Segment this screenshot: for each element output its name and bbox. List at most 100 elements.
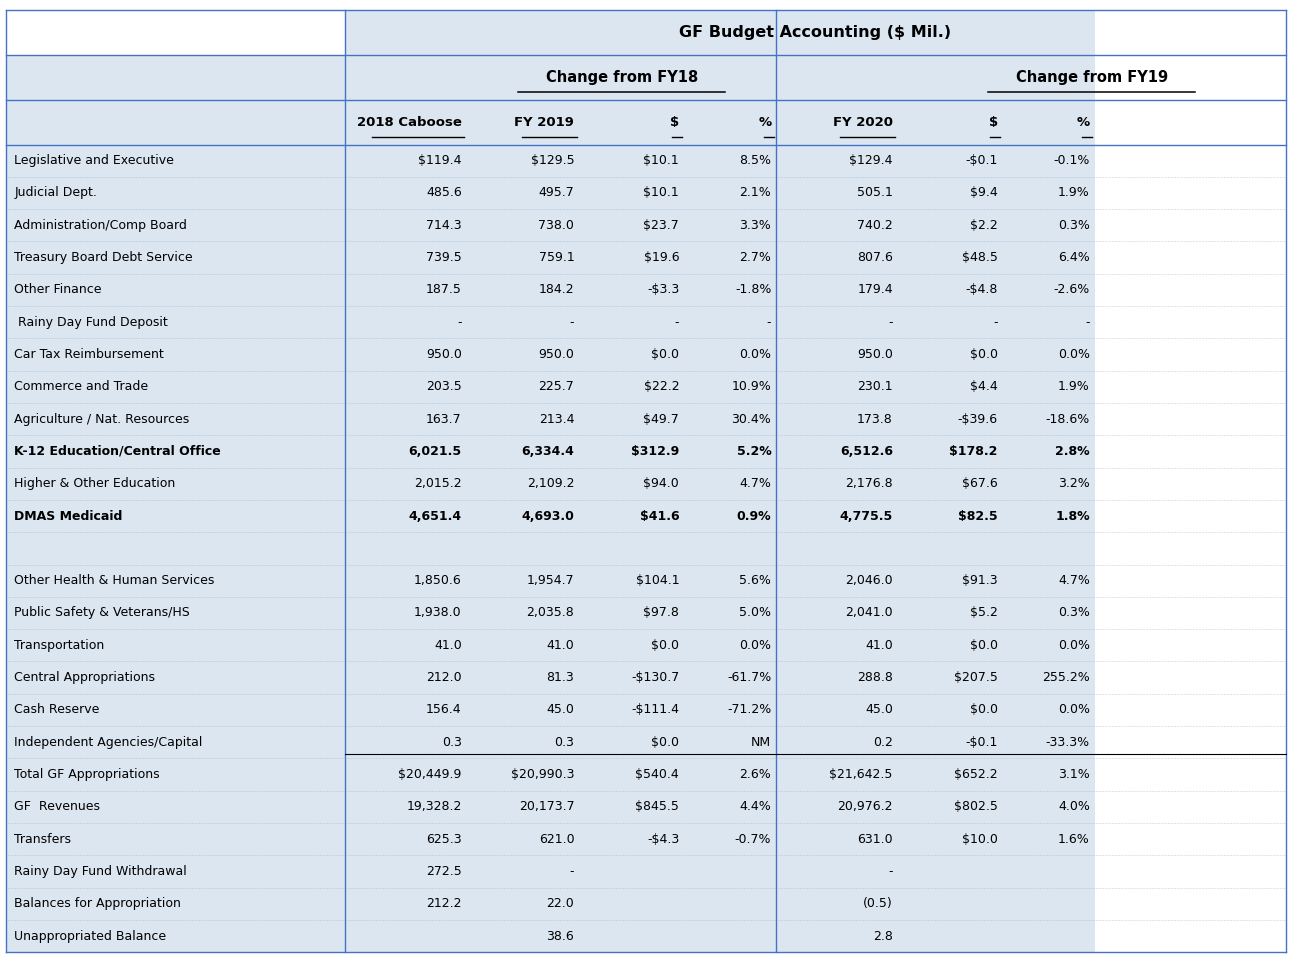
Bar xyxy=(685,920,776,952)
Bar xyxy=(776,10,898,55)
Bar xyxy=(898,210,1003,241)
Text: 213.4: 213.4 xyxy=(539,412,575,426)
Text: $9.4: $9.4 xyxy=(970,187,997,199)
Bar xyxy=(580,370,685,403)
Bar xyxy=(776,177,898,210)
Text: $540.4: $540.4 xyxy=(636,768,680,781)
Bar xyxy=(1003,55,1094,100)
Text: 807.6: 807.6 xyxy=(857,251,893,264)
Text: 10.9%: 10.9% xyxy=(731,380,771,393)
Bar xyxy=(685,100,776,145)
Bar xyxy=(345,177,466,210)
Bar xyxy=(580,856,685,887)
Bar xyxy=(345,500,466,532)
Text: $91.3: $91.3 xyxy=(963,574,997,588)
Text: 2,046.0: 2,046.0 xyxy=(845,574,893,588)
Text: -$4.3: -$4.3 xyxy=(647,833,680,846)
Text: 1,938.0: 1,938.0 xyxy=(415,607,461,619)
Bar xyxy=(345,726,466,758)
Text: FY 2020: FY 2020 xyxy=(833,116,893,128)
Bar xyxy=(898,177,1003,210)
Bar xyxy=(1003,468,1094,500)
Bar xyxy=(466,565,580,597)
Text: NM: NM xyxy=(751,736,771,748)
Text: 4,775.5: 4,775.5 xyxy=(840,509,893,523)
Bar xyxy=(466,241,580,274)
Text: %: % xyxy=(1076,116,1089,128)
Text: 738.0: 738.0 xyxy=(539,219,575,232)
Bar xyxy=(685,661,776,694)
Bar xyxy=(1003,661,1094,694)
Bar xyxy=(466,823,580,856)
Bar xyxy=(776,694,898,726)
Bar xyxy=(776,920,898,952)
Bar xyxy=(345,468,466,500)
Bar xyxy=(466,435,580,468)
Bar xyxy=(898,339,1003,370)
Text: $0.0: $0.0 xyxy=(651,638,680,652)
Text: 41.0: 41.0 xyxy=(866,638,893,652)
Text: $845.5: $845.5 xyxy=(636,800,680,813)
Bar xyxy=(580,823,685,856)
Bar xyxy=(6,241,345,274)
Text: 6,512.6: 6,512.6 xyxy=(840,445,893,458)
Text: -1.8%: -1.8% xyxy=(735,283,771,297)
Text: 2,035.8: 2,035.8 xyxy=(527,607,575,619)
Bar xyxy=(898,726,1003,758)
Bar xyxy=(1003,274,1094,306)
Bar xyxy=(580,100,685,145)
Text: $652.2: $652.2 xyxy=(953,768,997,781)
Bar xyxy=(345,55,466,100)
Text: Change from FY19: Change from FY19 xyxy=(1016,70,1168,84)
Text: Cash Reserve: Cash Reserve xyxy=(14,703,99,717)
Bar xyxy=(685,500,776,532)
Bar xyxy=(685,210,776,241)
Bar xyxy=(1003,726,1094,758)
Bar xyxy=(6,177,345,210)
Text: 505.1: 505.1 xyxy=(857,187,893,199)
Text: -$3.3: -$3.3 xyxy=(647,283,680,297)
Bar xyxy=(685,887,776,920)
Text: Transportation: Transportation xyxy=(14,638,105,652)
Bar xyxy=(345,210,466,241)
Bar xyxy=(6,10,345,55)
Text: $20,449.9: $20,449.9 xyxy=(398,768,461,781)
Text: 4.7%: 4.7% xyxy=(1058,574,1089,588)
Text: 2,015.2: 2,015.2 xyxy=(415,478,461,490)
Bar xyxy=(898,661,1003,694)
Bar xyxy=(776,210,898,241)
Text: 6.4%: 6.4% xyxy=(1058,251,1089,264)
Text: 255.2%: 255.2% xyxy=(1043,671,1089,684)
Text: -33.3%: -33.3% xyxy=(1045,736,1089,748)
Bar xyxy=(466,661,580,694)
Text: $119.4: $119.4 xyxy=(419,154,461,167)
Bar xyxy=(898,500,1003,532)
Bar xyxy=(580,468,685,500)
Bar xyxy=(466,500,580,532)
Text: 0.0%: 0.0% xyxy=(1058,703,1089,717)
Bar xyxy=(345,339,466,370)
Bar xyxy=(580,306,685,339)
Text: -0.1%: -0.1% xyxy=(1053,154,1089,167)
Text: Car Tax Reimbursement: Car Tax Reimbursement xyxy=(14,348,164,361)
Text: 203.5: 203.5 xyxy=(426,380,461,393)
Text: 179.4: 179.4 xyxy=(857,283,893,297)
Bar xyxy=(345,532,466,565)
Text: 156.4: 156.4 xyxy=(426,703,461,717)
Text: -: - xyxy=(457,316,461,328)
Bar xyxy=(466,468,580,500)
Bar xyxy=(345,241,466,274)
Bar xyxy=(776,597,898,629)
Bar xyxy=(6,306,345,339)
Text: Unappropriated Balance: Unappropriated Balance xyxy=(14,929,167,943)
Bar xyxy=(345,370,466,403)
Bar xyxy=(898,145,1003,177)
Text: (0.5): (0.5) xyxy=(863,898,893,910)
Bar xyxy=(1003,100,1094,145)
Bar xyxy=(776,468,898,500)
Text: 0.3%: 0.3% xyxy=(1058,219,1089,232)
Bar xyxy=(345,435,466,468)
Text: 4,693.0: 4,693.0 xyxy=(522,509,575,523)
Text: 2018 Caboose: 2018 Caboose xyxy=(357,116,461,128)
Bar xyxy=(6,823,345,856)
